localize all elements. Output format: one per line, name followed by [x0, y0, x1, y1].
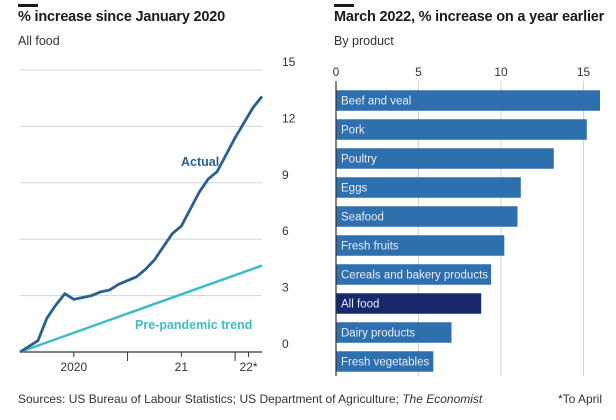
- bar-eggs: [336, 177, 521, 198]
- x-tick-label: 22*: [240, 360, 258, 374]
- bar-seafood: [336, 206, 518, 227]
- bar-fresh-fruits: [336, 235, 505, 256]
- bar-chart: 0 5 10 15 Beef and veal Pork Poultry Eggs Seafoo…: [333, 65, 600, 376]
- bar-label: All food: [341, 299, 379, 311]
- bar-label: Fresh vegetables: [341, 357, 429, 369]
- line-chart: 0 3 6 9 12 15 2020 21 22* Actual Pre-pandemic tren…: [19, 55, 296, 374]
- right-panel: March 2022, % increase on a year earlier…: [320, 0, 616, 385]
- source-text: Sources: US Bureau of Labour Statistics;…: [18, 392, 399, 406]
- y-tick-label: 12: [282, 111, 296, 125]
- x-tick-label: 0: [333, 65, 340, 79]
- y-tick-label: 15: [282, 55, 296, 69]
- bar-label: Beef and veal: [341, 96, 411, 108]
- left-panel: % increase since January 2020 All food 0…: [0, 0, 300, 385]
- actual-series-label: Actual: [181, 155, 219, 169]
- bar-cereals-and-bakery-products: [336, 264, 492, 285]
- y-tick-label: 6: [282, 224, 289, 238]
- footnote: *To April: [557, 392, 602, 406]
- bar-fresh-vegetables: [336, 351, 434, 372]
- y-tick-label: 3: [282, 281, 289, 295]
- bar-beef-and-veal: [336, 90, 600, 111]
- pre-pandemic-trend-line: [19, 264, 263, 354]
- bar-label: Pork: [341, 125, 365, 137]
- bar-label: Dairy products: [341, 328, 415, 340]
- y-tick-label: 9: [282, 168, 289, 182]
- bar-label: Fresh fruits: [341, 241, 399, 253]
- bar-dairy-products: [336, 322, 452, 343]
- bar-label: Seafood: [341, 212, 384, 224]
- x-tick-label: 5: [415, 65, 422, 79]
- right-chart-title: March 2022, % increase on a year earlier: [334, 9, 605, 25]
- source-footer: Sources: US Bureau of Labour Statistics;…: [18, 392, 482, 406]
- title-rule: [334, 4, 354, 7]
- bar-pork: [336, 119, 587, 140]
- left-chart-title: % increase since January 2020: [18, 9, 226, 25]
- x-tick-label: 21: [175, 360, 189, 374]
- x-tick-label: 2020: [60, 360, 87, 374]
- y-tick-label: 0: [282, 337, 289, 351]
- bar-label: Eggs: [341, 183, 367, 195]
- bar-label: Poultry: [341, 154, 377, 166]
- bar-poultry: [336, 148, 554, 169]
- trend-series-label: Pre-pandemic trend: [135, 318, 252, 332]
- title-rule: [18, 4, 38, 7]
- actual-line: [19, 95, 264, 354]
- bar-label: Cereals and bakery products: [341, 270, 488, 282]
- x-tick-label: 10: [494, 65, 508, 79]
- right-chart-subtitle: By product: [334, 34, 394, 48]
- x-tick-label: 15: [577, 65, 591, 79]
- bar-all-food: [336, 293, 482, 314]
- left-chart-subtitle: All food: [18, 34, 60, 48]
- publication-name: The Economist: [402, 392, 483, 406]
